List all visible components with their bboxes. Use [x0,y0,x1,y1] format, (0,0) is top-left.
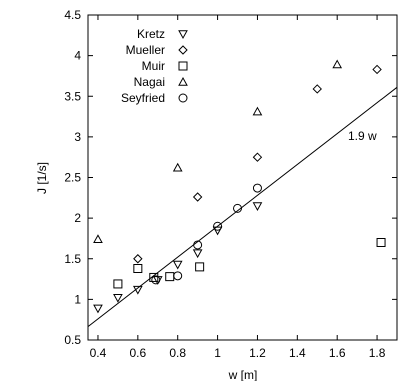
data-point-seyfried [151,275,161,285]
data-point-muir [195,262,205,272]
data-point-kretz [172,260,183,270]
data-point-kretz [192,249,203,259]
data-point-nagai [93,234,103,243]
y-axis-label: J [1/s] [35,162,49,194]
data-point-seyfried [252,183,262,193]
data-point-muir [165,272,175,282]
x-tick-label: 0.6 [129,346,146,360]
data-point-seyfried [213,221,223,231]
y-axis: 0.5 1 1.5 2 2.5 3 3.5 4 4.5 [64,8,397,347]
data-point-seyfried [233,203,243,213]
data-point-mueller [133,254,143,264]
fit-line [87,86,398,327]
data-point-mueller [252,152,263,162]
data-point-kretz [113,294,123,303]
x-tick-label: 1 [214,346,221,360]
x-tick-label: 1.8 [369,346,386,360]
data-point-kretz [212,226,223,236]
legend-marker-kretz [178,30,188,40]
data-point-mueller [192,192,203,202]
y-tick-label: 1.5 [64,252,81,266]
legend-marker-mueller [178,45,188,55]
data-point-seyfried [173,271,183,281]
y-tick-label: 3.5 [64,89,81,103]
data-points [93,59,386,314]
x-tick-label: 1.2 [249,346,266,360]
legend-label-nagai: Nagai [134,75,165,89]
y-tick-label: 3 [74,130,81,144]
y-tick-label: 1 [74,292,81,306]
fit-line-label: 1.9 w [348,129,377,143]
x-axis-label: w [m] [228,368,258,381]
legend-label-seyfried: Seyfried [121,91,165,105]
data-point-kretz [132,285,143,295]
x-axis: 0.4 0.6 0.8 1 1.2 1.4 1.6 1.8 [90,15,386,360]
data-point-muir [376,238,386,247]
x-tick-label: 1.4 [289,346,306,360]
y-tick-label: 4 [74,49,81,63]
data-point-muir [149,272,159,282]
legend: Kretz Mueller Muir Nagai Seyfried [121,27,188,105]
data-point-mueller [372,64,382,75]
data-point-nagai [332,59,343,69]
data-point-nagai [252,106,263,116]
data-point-muir [113,279,123,289]
y-tick-label: 4.5 [64,8,81,22]
x-tick-label: 0.8 [169,346,186,360]
x-tick-label: 0.4 [90,346,107,360]
y-tick-label: 0.5 [64,333,81,347]
data-point-seyfried [193,240,203,250]
data-point-mueller [312,84,322,94]
y-tick-label: 2.5 [64,171,81,185]
legend-marker-muir [178,61,188,71]
legend-marker-nagai [178,76,188,86]
legend-label-mueller: Mueller [126,43,165,57]
legend-marker-seyfried [178,93,188,103]
legend-label-muir: Muir [142,59,165,73]
x-tick-label: 1.6 [329,346,346,360]
y-tick-label: 2 [74,211,81,225]
data-point-muir [133,264,143,273]
data-point-kretz [93,304,103,314]
data-point-kretz [252,202,263,211]
legend-label-kretz: Kretz [137,27,165,41]
data-point-nagai [172,162,183,172]
